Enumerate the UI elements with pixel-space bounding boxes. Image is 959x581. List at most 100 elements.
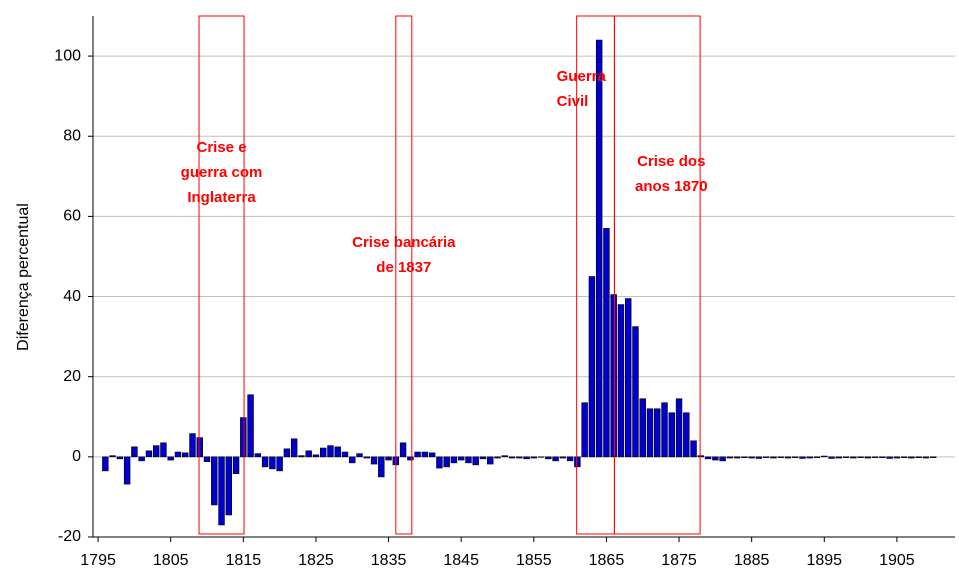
x-tick-label: 1795 bbox=[80, 552, 116, 569]
y-tick-label: 80 bbox=[63, 127, 81, 144]
bar bbox=[283, 448, 291, 458]
bar bbox=[487, 456, 494, 465]
bar bbox=[683, 412, 690, 458]
x-tick-label: 1845 bbox=[443, 552, 479, 569]
bar bbox=[320, 447, 327, 458]
bar bbox=[203, 456, 211, 462]
y-tick-label: 20 bbox=[63, 368, 81, 385]
bar bbox=[654, 408, 661, 458]
bar bbox=[770, 456, 777, 459]
bar bbox=[574, 456, 581, 468]
bar bbox=[152, 445, 160, 458]
bar bbox=[871, 456, 879, 458]
bar bbox=[341, 451, 349, 458]
bar bbox=[712, 456, 719, 461]
annotation: anos 1870 bbox=[635, 178, 708, 195]
bar bbox=[900, 456, 908, 458]
bar bbox=[777, 456, 784, 458]
bar bbox=[704, 456, 712, 460]
y-tick-label: 60 bbox=[63, 208, 81, 225]
bar bbox=[879, 456, 886, 458]
bar bbox=[123, 456, 131, 485]
bar bbox=[269, 456, 276, 470]
bar bbox=[407, 456, 414, 461]
bar bbox=[595, 39, 603, 458]
bar bbox=[399, 442, 407, 458]
bar bbox=[298, 455, 305, 458]
bar bbox=[254, 453, 262, 458]
bar bbox=[327, 445, 334, 458]
bar bbox=[821, 455, 828, 458]
bar bbox=[697, 455, 705, 458]
bar bbox=[450, 456, 458, 464]
bar bbox=[552, 456, 559, 462]
bar bbox=[174, 451, 182, 458]
bar bbox=[690, 440, 697, 458]
bar bbox=[479, 456, 487, 460]
bar bbox=[102, 456, 109, 472]
bar bbox=[661, 402, 668, 458]
bar bbox=[261, 456, 269, 468]
y-tick-label: -20 bbox=[58, 528, 81, 545]
bar bbox=[639, 398, 646, 458]
x-tick-label: 1855 bbox=[516, 552, 552, 569]
bar bbox=[211, 456, 218, 506]
bar bbox=[799, 456, 806, 459]
bar bbox=[182, 452, 189, 458]
bar bbox=[893, 456, 901, 459]
bar bbox=[436, 456, 443, 469]
y-tick-label: 100 bbox=[54, 47, 81, 64]
bar bbox=[617, 304, 625, 458]
bar bbox=[428, 452, 436, 458]
x-tick-label: 1865 bbox=[589, 552, 625, 569]
highlight-box bbox=[198, 15, 245, 535]
bar bbox=[378, 456, 385, 478]
bar bbox=[930, 456, 937, 458]
bar bbox=[385, 456, 392, 461]
bar bbox=[494, 456, 501, 459]
bar bbox=[886, 456, 893, 459]
x-tick-label: 1825 bbox=[298, 552, 334, 569]
y-tick-label: 40 bbox=[63, 288, 81, 305]
bar bbox=[523, 456, 530, 460]
bar bbox=[131, 446, 138, 458]
bar bbox=[675, 398, 683, 458]
bar bbox=[240, 417, 247, 458]
highlight-box bbox=[613, 15, 701, 535]
bar bbox=[501, 455, 508, 458]
bar bbox=[813, 456, 821, 458]
bar bbox=[138, 456, 145, 462]
bar bbox=[828, 456, 835, 459]
bar bbox=[196, 437, 203, 458]
bar bbox=[363, 456, 370, 459]
bar bbox=[465, 456, 472, 464]
bar bbox=[247, 394, 254, 458]
x-tick-label: 1875 bbox=[661, 552, 697, 569]
x-tick-label: 1805 bbox=[153, 552, 189, 569]
bar bbox=[225, 456, 233, 516]
highlight-box bbox=[395, 15, 413, 535]
annotation: de 1837 bbox=[376, 259, 431, 276]
annotation: Guerra bbox=[557, 68, 607, 85]
bar bbox=[610, 294, 617, 458]
annotation: Crise bancária bbox=[352, 234, 456, 251]
bar bbox=[915, 456, 922, 458]
bar bbox=[733, 456, 741, 459]
bar bbox=[145, 450, 153, 458]
bar bbox=[160, 442, 167, 458]
bar bbox=[457, 456, 465, 461]
bar bbox=[922, 456, 930, 459]
bar bbox=[218, 456, 225, 526]
x-tick-label: 1815 bbox=[226, 552, 262, 569]
bar bbox=[850, 456, 857, 459]
bar bbox=[748, 456, 755, 459]
bar bbox=[588, 276, 596, 458]
bar bbox=[762, 456, 770, 458]
x-tick-label: 1905 bbox=[879, 552, 915, 569]
bar bbox=[530, 456, 538, 459]
bar bbox=[472, 456, 479, 466]
bar bbox=[864, 456, 872, 459]
bar bbox=[545, 456, 552, 460]
bar bbox=[625, 298, 632, 458]
